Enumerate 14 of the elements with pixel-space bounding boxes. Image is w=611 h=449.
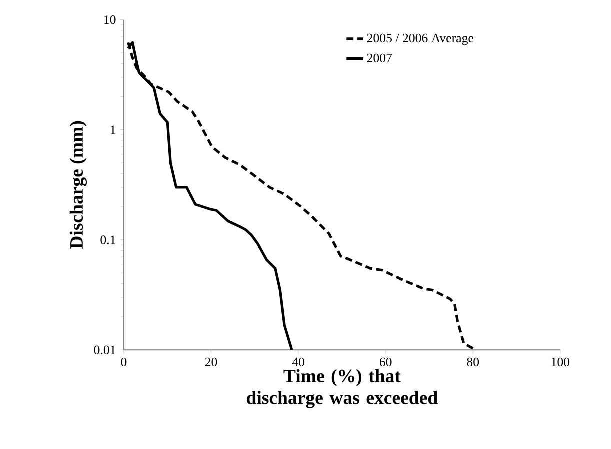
legend-label: 2007 bbox=[367, 54, 392, 62]
x-axis-title: Time (%) that discharge was exceeded bbox=[247, 369, 438, 408]
x-tick-label: 80 bbox=[467, 358, 480, 366]
y-tick-label: 0.1 bbox=[100, 236, 116, 244]
y-tick-label: 10 bbox=[104, 15, 116, 24]
y-tick-label: 1 bbox=[110, 126, 116, 134]
legend-label: 2005 / 2006 Average bbox=[367, 34, 474, 46]
y-tick-label: 0.01 bbox=[94, 346, 116, 354]
x-tick-label: 100 bbox=[552, 358, 570, 366]
x-tick-label: 60 bbox=[380, 358, 392, 366]
y-axis-title: Discharge (mm) bbox=[70, 121, 87, 249]
x-tick-label: 0 bbox=[121, 358, 127, 366]
x-tick-label: 20 bbox=[205, 358, 218, 366]
x-tick-label: 40 bbox=[292, 358, 304, 366]
